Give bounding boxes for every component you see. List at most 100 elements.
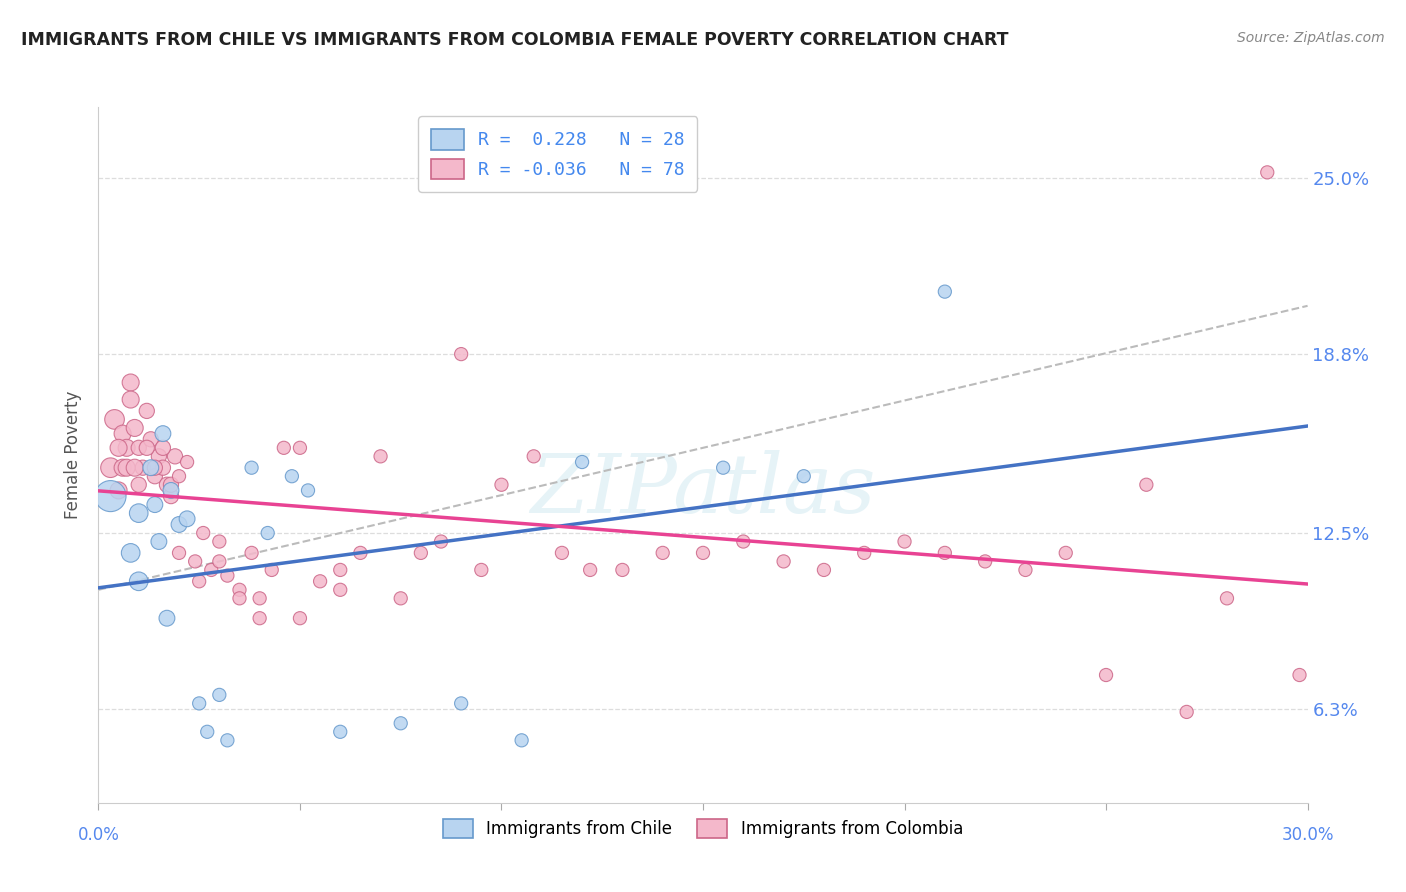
Point <box>579 563 602 577</box>
Point <box>370 450 392 464</box>
Point <box>240 460 263 475</box>
Point <box>176 512 198 526</box>
Point <box>128 574 150 589</box>
Point <box>135 441 157 455</box>
Point <box>120 392 142 407</box>
Point <box>152 460 174 475</box>
Point <box>1014 563 1036 577</box>
Point <box>711 460 734 475</box>
Point <box>184 554 207 568</box>
Point <box>124 421 146 435</box>
Point <box>409 546 432 560</box>
Point <box>389 591 412 606</box>
Point <box>120 376 142 390</box>
Point <box>612 563 634 577</box>
Point <box>934 546 956 560</box>
Point <box>470 563 492 577</box>
Point <box>772 554 794 568</box>
Point <box>260 563 283 577</box>
Point <box>571 455 593 469</box>
Point <box>389 716 412 731</box>
Point <box>107 483 129 498</box>
Point <box>152 441 174 455</box>
Point <box>853 546 876 560</box>
Point <box>793 469 815 483</box>
Point <box>240 546 263 560</box>
Point <box>309 574 332 589</box>
Y-axis label: Female Poverty: Female Poverty <box>65 391 83 519</box>
Point <box>249 591 271 606</box>
Point <box>228 582 250 597</box>
Point <box>893 534 915 549</box>
Point <box>288 611 311 625</box>
Point <box>813 563 835 577</box>
Point <box>249 611 271 625</box>
Point <box>329 724 352 739</box>
Point <box>329 582 352 597</box>
Point <box>1135 477 1157 491</box>
Point <box>188 697 211 711</box>
Point <box>167 546 190 560</box>
Point <box>135 404 157 418</box>
Point <box>349 546 371 560</box>
Point <box>934 285 956 299</box>
Point <box>176 455 198 469</box>
Point <box>143 469 166 483</box>
Point <box>156 477 179 491</box>
Point <box>551 546 574 560</box>
Point <box>139 432 162 446</box>
Text: IMMIGRANTS FROM CHILE VS IMMIGRANTS FROM COLOMBIA FEMALE POVERTY CORRELATION CHA: IMMIGRANTS FROM CHILE VS IMMIGRANTS FROM… <box>21 31 1008 49</box>
Point <box>124 460 146 475</box>
Point <box>1175 705 1198 719</box>
Point <box>115 460 138 475</box>
Point <box>160 477 183 491</box>
Point <box>217 568 239 582</box>
Point <box>100 460 122 475</box>
Point <box>651 546 673 560</box>
Point <box>288 441 311 455</box>
Point <box>128 506 150 520</box>
Point <box>188 574 211 589</box>
Point <box>139 460 162 475</box>
Legend: Immigrants from Chile, Immigrants from Colombia: Immigrants from Chile, Immigrants from C… <box>434 811 972 847</box>
Point <box>692 546 714 560</box>
Point <box>217 733 239 747</box>
Text: 30.0%: 30.0% <box>1281 825 1334 844</box>
Point <box>148 534 170 549</box>
Point <box>115 441 138 455</box>
Point <box>510 733 533 747</box>
Point <box>120 546 142 560</box>
Point <box>160 489 183 503</box>
Point <box>1288 668 1310 682</box>
Point <box>1256 165 1278 179</box>
Point <box>156 611 179 625</box>
Point <box>208 688 231 702</box>
Point <box>1095 668 1118 682</box>
Point <box>329 563 352 577</box>
Point <box>100 489 122 503</box>
Point <box>733 534 755 549</box>
Point <box>974 554 997 568</box>
Point <box>450 697 472 711</box>
Text: 0.0%: 0.0% <box>77 825 120 844</box>
Point <box>160 483 183 498</box>
Point <box>193 526 215 541</box>
Point <box>273 441 295 455</box>
Text: Source: ZipAtlas.com: Source: ZipAtlas.com <box>1237 31 1385 45</box>
Point <box>1216 591 1239 606</box>
Point <box>297 483 319 498</box>
Point <box>143 460 166 475</box>
Point <box>132 460 155 475</box>
Point <box>491 477 513 491</box>
Point <box>143 498 166 512</box>
Point <box>523 450 546 464</box>
Point <box>128 477 150 491</box>
Point <box>208 554 231 568</box>
Text: ZIPatlas: ZIPatlas <box>530 450 876 530</box>
Point <box>152 426 174 441</box>
Point <box>208 534 231 549</box>
Point <box>195 724 218 739</box>
Point <box>281 469 304 483</box>
Point <box>128 441 150 455</box>
Point <box>450 347 472 361</box>
